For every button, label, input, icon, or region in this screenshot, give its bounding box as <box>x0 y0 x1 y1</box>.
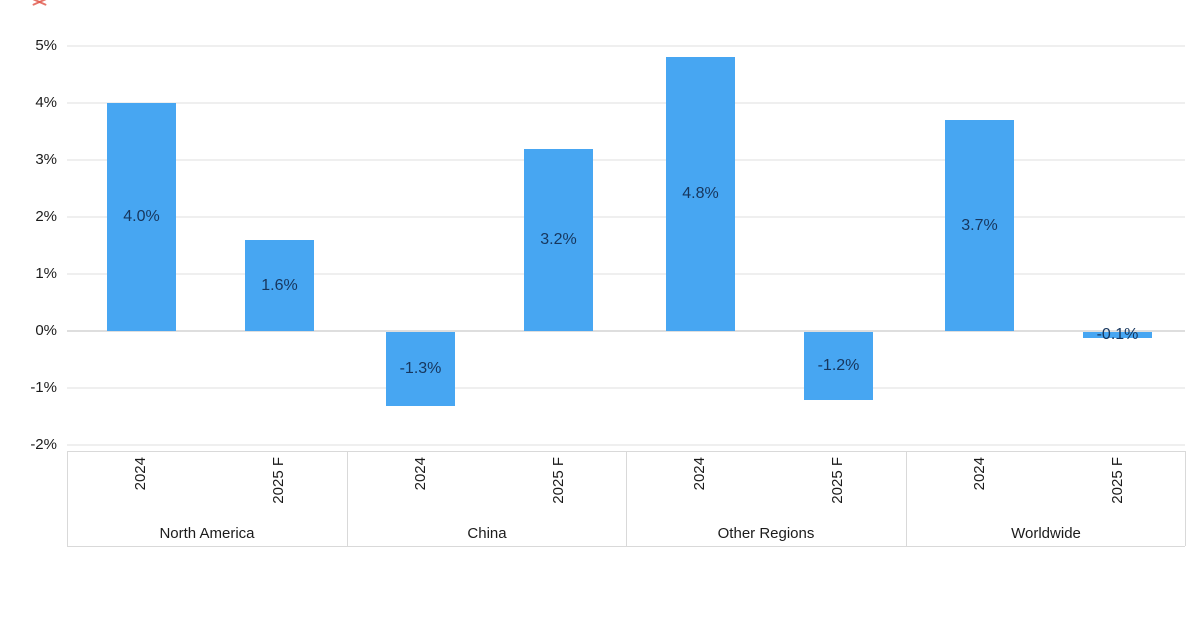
x-axis-year-label: 2024 <box>132 457 149 491</box>
axis-box-divider <box>626 451 627 546</box>
x-axis-year-label: 2025 F <box>550 457 567 504</box>
bar: 3.7% <box>945 120 1014 331</box>
bar-value-label: 4.0% <box>123 208 160 225</box>
y-axis-tick-label: 3% <box>35 151 57 168</box>
bar-value-label: 1.6% <box>261 276 298 294</box>
axis-box-divider <box>1185 451 1186 546</box>
bar-value-label: 3.7% <box>961 216 998 234</box>
bar-value-label: 4.8% <box>682 185 719 202</box>
bar-value-label: -1.3% <box>399 360 442 377</box>
category-group-label: China <box>467 525 507 542</box>
bar: 4.0% <box>107 103 176 331</box>
bar-value-label: -1.2% <box>817 357 860 374</box>
x-axis-year-label: 2025 F <box>270 457 287 504</box>
category-group-label: Worldwide <box>1011 525 1081 542</box>
gridline <box>67 387 1185 389</box>
gridline <box>67 216 1185 218</box>
axis-box-divider <box>906 451 907 546</box>
category-group-label: North America <box>159 525 255 542</box>
axis-box-bottom-border <box>67 546 1185 547</box>
bar: 3.2% <box>524 149 593 331</box>
gridline <box>67 45 1185 47</box>
bar: -1.3% <box>386 332 455 406</box>
x-axis-year-label: 2024 <box>691 457 708 491</box>
gridline <box>67 444 1185 446</box>
y-axis-tick-label: -2% <box>30 436 57 453</box>
axis-box-divider <box>67 451 68 546</box>
x-axis-year-label: 2024 <box>412 457 429 491</box>
category-group-label: Other Regions <box>717 525 815 542</box>
bar: -1.2% <box>804 332 873 400</box>
bar-value-label: 3.2% <box>540 231 577 248</box>
x-axis-year-label: 2024 <box>971 457 988 491</box>
red-scribble-fragment-icon <box>30 0 50 8</box>
x-axis-year-label: 2025 F <box>1109 457 1126 504</box>
y-axis-tick-label: 2% <box>35 208 57 225</box>
gridline <box>67 159 1185 161</box>
axis-box-divider <box>347 451 348 546</box>
y-axis-tick-label: -1% <box>30 379 57 396</box>
gridline <box>67 330 1185 332</box>
y-axis-tick-label: 4% <box>35 94 57 111</box>
y-axis-tick-label: 1% <box>35 265 57 282</box>
bar: -0.1% <box>1083 326 1152 343</box>
x-axis-year-label: 2025 F <box>829 457 846 504</box>
bar: 1.6% <box>245 240 314 331</box>
bar: 4.8% <box>666 57 735 331</box>
gridline <box>67 273 1185 275</box>
y-axis-tick-label: 5% <box>35 37 57 54</box>
bar-value-label: -0.1% <box>1096 326 1139 343</box>
y-axis-tick-label: 0% <box>35 322 57 339</box>
gridline <box>67 102 1185 104</box>
